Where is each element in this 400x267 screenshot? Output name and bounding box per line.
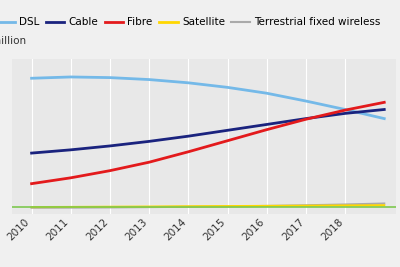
- Text: million: million: [0, 36, 26, 46]
- Legend: DSL, Cable, Fibre, Satellite, Terrestrial fixed wireless: DSL, Cable, Fibre, Satellite, Terrestria…: [0, 18, 380, 28]
